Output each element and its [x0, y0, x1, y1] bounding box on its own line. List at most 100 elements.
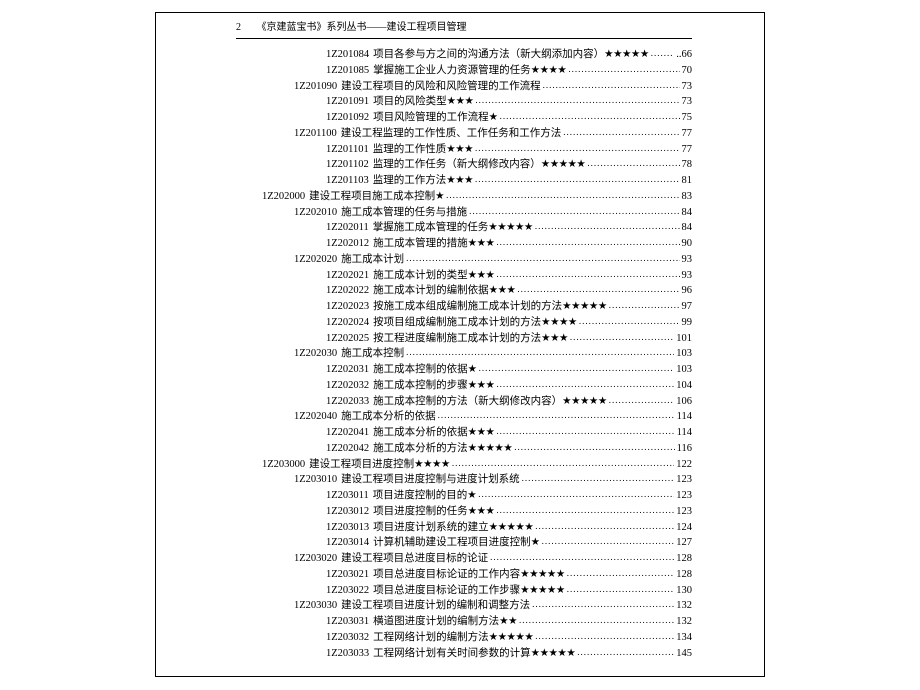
toc-entry: 1Z203000建设工程项目进度控制★★★★122 — [236, 457, 692, 473]
toc-title: 项目进度控制的目的 — [373, 488, 468, 504]
toc-code: 1Z203022 — [326, 583, 369, 599]
toc-title: 施工成本控制的方法（新大纲修改内容） — [373, 394, 562, 410]
toc-entry: 1Z203014计算机辅助建设工程项目进度控制★127 — [236, 535, 692, 551]
toc-page-number: 75 — [682, 110, 693, 126]
toc-title: 建设工程项目进度计划的编制和调整方法 — [341, 598, 530, 614]
toc-entry: 1Z202010施工成本管理的任务与措施84 — [236, 205, 692, 221]
toc-entry: 1Z203013项目进度计划系统的建立★★★★★124 — [236, 520, 692, 536]
toc-entry: 1Z202023按施工成本组成编制施工成本计划的方法★★★★★97 — [236, 299, 692, 315]
toc-leader-dots — [404, 252, 679, 266]
toc-page-number: ..66 — [676, 47, 692, 63]
toc-leader-dots — [488, 551, 674, 565]
toc-title: 建设工程项目进度控制与进度计划系统 — [341, 472, 520, 488]
toc-code: 1Z203010 — [294, 472, 337, 488]
toc-page-number: 145 — [676, 646, 692, 662]
toc-page-number: 127 — [676, 535, 692, 551]
toc-page-number: 124 — [676, 520, 692, 536]
toc-code: 1Z203000 — [262, 457, 305, 473]
toc-entry: 1Z203031横道图进度计划的编制方法★★132 — [236, 614, 692, 630]
toc-page-number: 84 — [682, 220, 693, 236]
toc-entry: 1Z202020施工成本计划93 — [236, 252, 692, 268]
toc-entry: 1Z202042施工成本分析的方法★★★★★116 — [236, 441, 692, 457]
toc-stars: ★ — [468, 362, 477, 378]
toc-title: 施工成本控制的依据 — [373, 362, 468, 378]
toc-code: 1Z202033 — [326, 394, 369, 410]
toc-code: 1Z201092 — [326, 110, 369, 126]
toc-code: 1Z203021 — [326, 567, 369, 583]
toc-title: 按工程进度编制施工成本计划的方法 — [373, 331, 541, 347]
toc-entry: 1Z202031施工成本控制的依据★103 — [236, 362, 692, 378]
toc-leader-dots — [607, 394, 675, 408]
toc-leader-dots — [517, 614, 674, 628]
toc-entry: 1Z202021施工成本计划的类型★★★93 — [236, 268, 692, 284]
toc-page-number: 134 — [676, 630, 692, 646]
toc-entry: 1Z202041施工成本分析的依据★★★114 — [236, 425, 692, 441]
toc-page-number: 96 — [682, 283, 693, 299]
toc-leader-dots — [561, 126, 679, 140]
toc-entry: 1Z203030建设工程项目进度计划的编制和调整方法132 — [236, 598, 692, 614]
toc-page-number: 99 — [682, 315, 693, 331]
toc-page-number: 83 — [682, 189, 693, 205]
toc-entry: 1Z202012施工成本管理的措施★★★90 — [236, 236, 692, 252]
toc-leader-dots — [494, 378, 674, 392]
toc-stars: ★★★★★ — [562, 299, 607, 315]
toc-title: 项目进度计划系统的建立 — [373, 520, 489, 536]
toc-entry: 1Z202024按项目组成编制施工成本计划的方法★★★★99 — [236, 315, 692, 331]
toc-entry: 1Z201091项目的风险类型★★★73 — [236, 94, 692, 110]
toc-title: 施工成本分析的依据 — [373, 425, 468, 441]
toc-leader-dots — [533, 520, 674, 534]
toc-stars: ★★★★ — [531, 63, 567, 79]
toc-page-number: 81 — [682, 173, 693, 189]
toc-leader-dots — [494, 504, 674, 518]
book-title: 《京建蓝宝书》系列丛书——建设工程项目管理 — [257, 22, 467, 33]
toc-entry: 1Z203033工程网络计划有关时间参数的计算★★★★★145 — [236, 646, 692, 662]
toc-entry: 1Z201092项目风险管理的工作流程★75 — [236, 110, 692, 126]
document-page: 2 《京建蓝宝书》系列丛书——建设工程项目管理 1Z201084项目各参与方之间… — [155, 12, 765, 677]
toc-leader-dots — [541, 79, 680, 93]
toc-page-number: 70 — [682, 63, 693, 79]
toc-leader-dots — [530, 598, 674, 612]
toc-stars: ★ — [467, 488, 476, 504]
toc-stars: ★ — [489, 110, 498, 126]
toc-page-number: 101 — [676, 331, 692, 347]
toc-leader-dots — [575, 646, 674, 660]
toc-stars: ★★★★★ — [520, 567, 565, 583]
toc-page-number: 73 — [682, 79, 693, 95]
toc-entry: 1Z201085掌握施工企业人力资源管理的任务★★★★70 — [236, 63, 692, 79]
toc-title: 横道图进度计划的编制方法 — [373, 614, 499, 630]
toc-entry: 1Z203021项目总进度目标论证的工作内容★★★★★128 — [236, 567, 692, 583]
toc-stars: ★★★ — [447, 94, 474, 110]
toc-page-number: 103 — [676, 346, 692, 362]
toc-code: 1Z201102 — [326, 157, 369, 173]
toc-stars: ★★★ — [446, 173, 473, 189]
toc-stars: ★★★★★ — [489, 630, 534, 646]
toc-entry: 1Z203032工程网络计划的编制方法★★★★★134 — [236, 630, 692, 646]
toc-stars: ★★★ — [468, 378, 495, 394]
toc-leader-dots — [498, 110, 680, 124]
toc-stars: ★★★ — [468, 236, 495, 252]
toc-page-number: 103 — [676, 362, 692, 378]
toc-entry: 1Z203022项目总进度目标论证的工作步骤★★★★★130 — [236, 583, 692, 599]
toc-entry: 1Z201101监理的工作性质★★★77 — [236, 142, 692, 158]
toc-page-number: 73 — [682, 94, 693, 110]
toc-entry: 1Z202011掌握施工成本管理的任务★★★★★84 — [236, 220, 692, 236]
toc-entry: 1Z203012项目进度控制的任务★★★123 — [236, 504, 692, 520]
toc-page-number: 123 — [676, 504, 692, 520]
toc-stars: ★★★ — [468, 268, 495, 284]
toc-code: 1Z201101 — [326, 142, 369, 158]
toc-code: 1Z203020 — [294, 551, 337, 567]
toc-code: 1Z202041 — [326, 425, 369, 441]
toc-title: 施工成本控制的步骤 — [373, 378, 468, 394]
toc-entry: 1Z201090建设工程项目的风险和风险管理的工作流程73 — [236, 79, 692, 95]
toc-stars: ★★★★★ — [531, 646, 576, 662]
toc-title: 建设工程项目进度控制 — [309, 457, 414, 473]
toc-code: 1Z202032 — [326, 378, 369, 394]
toc-code: 1Z202024 — [326, 315, 369, 331]
toc-entry: 1Z201100建设工程监理的工作性质、工作任务和工作方法77 — [236, 126, 692, 142]
toc-stars: ★★★ — [468, 425, 495, 441]
toc-leader-dots — [585, 157, 679, 171]
toc-leader-dots — [477, 362, 675, 376]
toc-entry: 1Z202032施工成本控制的步骤★★★104 — [236, 378, 692, 394]
page-number: 2 — [236, 22, 254, 33]
toc-title: 计算机辅助建设工程项目进度控制 — [373, 535, 531, 551]
